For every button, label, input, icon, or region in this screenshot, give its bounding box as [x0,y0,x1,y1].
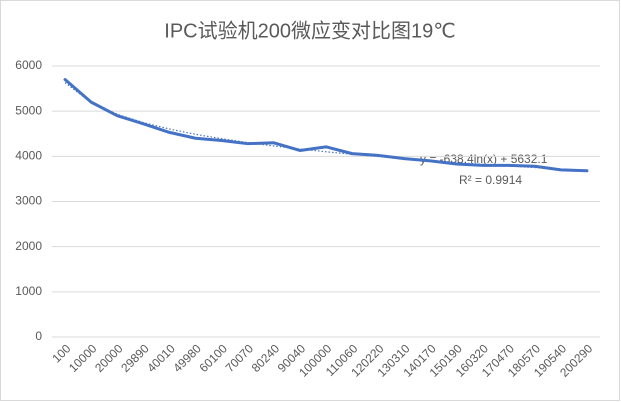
y-tick-label: 0 [35,329,42,343]
y-tick-label: 5000 [15,103,42,117]
y-tick-label: 6000 [15,58,42,72]
y-tick-label: 2000 [15,239,42,253]
y-tick-label: 4000 [15,149,42,163]
y-tick-label: 1000 [15,284,42,298]
trendline [64,82,587,171]
chart-title: IPC试验机200微应变对比图19℃ [164,19,455,42]
y-tick-label: 3000 [15,194,42,208]
trend-r2: R² = 0.9914 [459,173,522,187]
